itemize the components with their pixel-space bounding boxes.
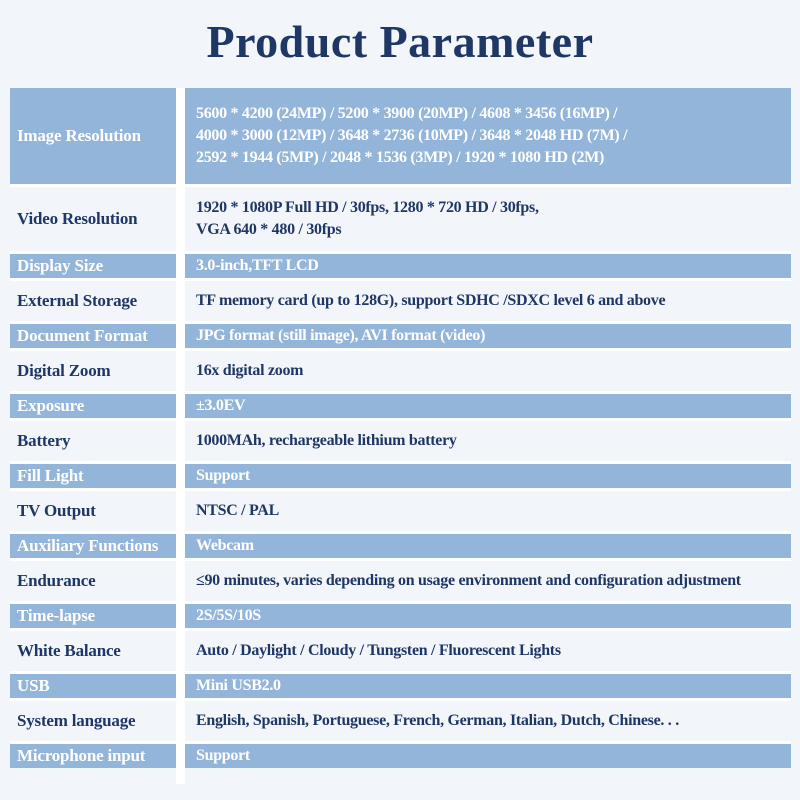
row-value-text: Support xyxy=(196,467,250,484)
row-value: TF memory card (up to 128G), support SDH… xyxy=(185,281,791,321)
table-row: Battery 1000MAh, rechargeable lithium ba… xyxy=(10,418,791,461)
row-value: Mini USB2.0 xyxy=(185,674,791,698)
row-value-text: TF memory card (up to 128G), support SDH… xyxy=(196,292,666,309)
table-row: Video Resolution 1920 * 1080P Full HD / … xyxy=(10,184,791,251)
row-label: Microphone input xyxy=(17,746,146,765)
row-value-text: NTSC / PAL xyxy=(196,502,279,519)
row-value: ≤90 minutes, varies depending on usage e… xyxy=(185,561,791,601)
row-value-text: 2S/5S/10S xyxy=(196,607,261,624)
row-label: Digital Zoom xyxy=(17,361,111,380)
table-row: External Storage TF memory card (up to 1… xyxy=(10,278,791,321)
table-row: Time-lapse 2S/5S/10S xyxy=(10,601,791,628)
spec-table: Image Resolution 5600 * 4200 (24MP) / 52… xyxy=(10,88,791,784)
table-row: Image Resolution 5600 * 4200 (24MP) / 52… xyxy=(10,88,791,184)
table-row: USB Mini USB2.0 xyxy=(10,671,791,698)
column-divider xyxy=(176,561,185,601)
column-divider xyxy=(176,254,185,278)
column-divider xyxy=(176,631,185,671)
row-value: Support xyxy=(185,464,791,488)
column-divider xyxy=(176,604,185,628)
column-divider xyxy=(176,324,185,348)
row-value-text: JPG format (still image), AVI format (vi… xyxy=(196,327,486,344)
column-divider xyxy=(176,674,185,698)
row-label: Image Resolution xyxy=(17,126,141,145)
column-divider xyxy=(176,464,185,488)
table-row: System language English, Spanish, Portug… xyxy=(10,698,791,741)
row-label: Video Resolution xyxy=(17,209,138,228)
row-label: TV Output xyxy=(17,501,96,520)
row-value: English, Spanish, Portuguese, French, Ge… xyxy=(185,701,791,741)
row-value-text: 16x digital zoom xyxy=(196,362,304,379)
row-value-text: 5600 * 4200 (24MP) / 5200 * 3900 (20MP) … xyxy=(196,105,628,166)
row-value-text: Support xyxy=(196,747,250,764)
row-value: 3.0-inch,TFT LCD xyxy=(185,254,791,278)
column-divider xyxy=(176,744,185,768)
row-value: JPG format (still image), AVI format (vi… xyxy=(185,324,791,348)
table-row: Endurance ≤90 minutes, varies depending … xyxy=(10,558,791,601)
column-divider xyxy=(176,281,185,321)
table-row: Fill Light Support xyxy=(10,461,791,488)
row-value: 5600 * 4200 (24MP) / 5200 * 3900 (20MP) … xyxy=(185,88,791,184)
page-title: Product Parameter xyxy=(206,16,594,67)
row-value-text: ±3.0EV xyxy=(196,397,246,414)
row-value: Webcam xyxy=(185,534,791,558)
row-value-text: Webcam xyxy=(196,537,254,554)
row-label: External Storage xyxy=(17,291,138,310)
row-value: Auto / Daylight / Cloudy / Tungsten / Fl… xyxy=(185,631,791,671)
column-divider xyxy=(176,701,185,741)
column-divider xyxy=(176,351,185,391)
row-value-text: English, Spanish, Portuguese, French, Ge… xyxy=(196,712,679,729)
row-value-text: Mini USB2.0 xyxy=(196,677,281,694)
table-row: Exposure ±3.0EV xyxy=(10,391,791,418)
table-row: Microphone input Support xyxy=(10,741,791,768)
column-divider xyxy=(176,88,185,184)
column-divider xyxy=(176,187,185,251)
row-label: Exposure xyxy=(17,396,85,415)
column-divider xyxy=(176,394,185,418)
table-row: White Balance Auto / Daylight / Cloudy /… xyxy=(10,628,791,671)
row-value: 1920 * 1080P Full HD / 30fps, 1280 * 720… xyxy=(185,187,791,251)
row-value: Support xyxy=(185,744,791,768)
row-label: Fill Light xyxy=(17,466,84,485)
row-value-text: Auto / Daylight / Cloudy / Tungsten / Fl… xyxy=(196,642,561,659)
row-label: Battery xyxy=(17,431,71,450)
row-label: Time-lapse xyxy=(17,606,95,625)
row-label: White Balance xyxy=(17,641,121,660)
column-divider xyxy=(176,421,185,461)
table-row: Display Size 3.0-inch,TFT LCD xyxy=(10,251,791,278)
column-divider xyxy=(176,534,185,558)
column-divider xyxy=(176,491,185,531)
column-divider-tail xyxy=(176,768,185,784)
row-value-text: ≤90 minutes, varies depending on usage e… xyxy=(196,572,741,589)
table-row: Auxiliary Functions Webcam xyxy=(10,531,791,558)
row-value-text: 3.0-inch,TFT LCD xyxy=(196,257,319,274)
row-label: USB xyxy=(17,676,50,695)
row-label: Document Format xyxy=(17,326,148,345)
row-value-text: 1000MAh, rechargeable lithium battery xyxy=(196,432,457,449)
row-label: Endurance xyxy=(17,571,96,590)
table-row: TV Output NTSC / PAL xyxy=(10,488,791,531)
row-label: Display Size xyxy=(17,256,103,275)
row-label: Auxiliary Functions xyxy=(17,536,159,555)
table-row: Digital Zoom 16x digital zoom xyxy=(10,348,791,391)
row-value-text: 1920 * 1080P Full HD / 30fps, 1280 * 720… xyxy=(196,199,539,238)
row-value: 16x digital zoom xyxy=(185,351,791,391)
row-value: NTSC / PAL xyxy=(185,491,791,531)
row-value: 1000MAh, rechargeable lithium battery xyxy=(185,421,791,461)
row-label: System language xyxy=(17,711,136,730)
row-value: ±3.0EV xyxy=(185,394,791,418)
table-row: Document Format JPG format (still image)… xyxy=(10,321,791,348)
row-value: 2S/5S/10S xyxy=(185,604,791,628)
